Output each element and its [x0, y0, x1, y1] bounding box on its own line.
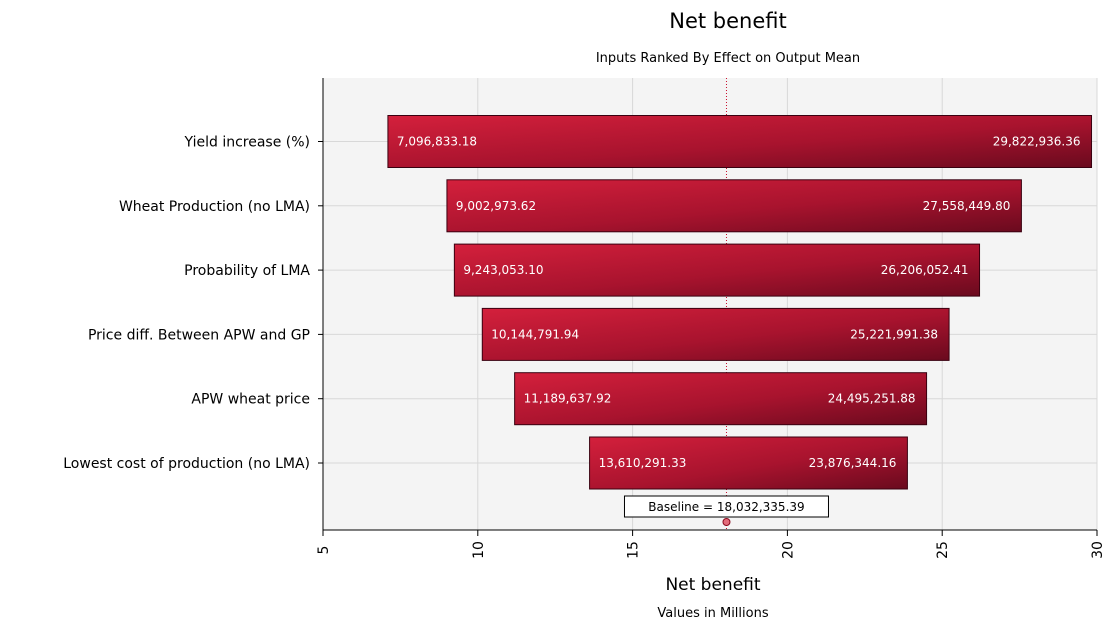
- tornado-bar: [514, 372, 928, 426]
- bar-low-label: 13,610,291.33: [599, 456, 687, 470]
- category-label: Wheat Production (no LMA): [119, 199, 310, 215]
- category-label: Price diff. Between APW and GP: [88, 327, 310, 343]
- category-label: Probability of LMA: [184, 263, 310, 279]
- category-label: Lowest cost of production (no LMA): [63, 456, 310, 472]
- tornado-bar: [481, 307, 950, 361]
- x-tick-label: 30: [1090, 541, 1106, 559]
- x-tick-label: 5: [316, 546, 332, 555]
- tornado-bar: [589, 436, 908, 490]
- x-tick-label: 20: [780, 541, 796, 559]
- bar-high-label: 29,822,936.36: [993, 135, 1081, 149]
- baseline-box: [623, 495, 829, 518]
- tornado-bar: [453, 243, 981, 297]
- baseline-annotation: Baseline = 18,032,335.39: [623, 495, 829, 518]
- x-axis-subtitle: Values in Millions: [657, 606, 768, 621]
- baseline-marker: [722, 518, 731, 526]
- bar-low-label: 11,189,637.92: [524, 392, 612, 406]
- bars-group: 7,096,833.18 29,822,936.36 9,002,973.62 27,…: [387, 115, 1093, 490]
- bar-high-label: 25,221,991.38: [850, 327, 938, 341]
- bar-high-label: 27,558,449.80: [923, 199, 1011, 213]
- x-axis-title: Net benefit: [665, 575, 760, 595]
- tornado-bar: [446, 179, 1022, 233]
- x-tick-label: 15: [626, 541, 642, 559]
- x-tick-label: 25: [935, 541, 951, 559]
- chart-subtitle: Inputs Ranked By Effect on Output Mean: [596, 51, 860, 66]
- bar-high-label: 26,206,052.41: [881, 263, 969, 277]
- x-tick-label: 10: [471, 541, 487, 559]
- x-ticks: 5 10 15 20 25 30: [316, 530, 1106, 559]
- tornado-bar: [387, 115, 1093, 168]
- category-labels: Yield increase (%) Wheat Production (no L…: [63, 135, 323, 472]
- chart-title: Net benefit: [669, 9, 786, 33]
- bar-high-label: 24,495,251.88: [828, 392, 916, 406]
- bar-low-label: 9,243,053.10: [463, 263, 543, 277]
- category-label: Yield increase (%): [184, 135, 310, 151]
- bar-low-label: 7,096,833.18: [397, 135, 477, 149]
- bar-low-label: 9,002,973.62: [456, 199, 536, 213]
- category-label: APW wheat price: [191, 392, 310, 408]
- bar-high-label: 23,876,344.16: [809, 456, 897, 470]
- baseline-label: Baseline = 18,032,335.39: [648, 500, 804, 514]
- bar-low-label: 10,144,791.94: [491, 327, 579, 341]
